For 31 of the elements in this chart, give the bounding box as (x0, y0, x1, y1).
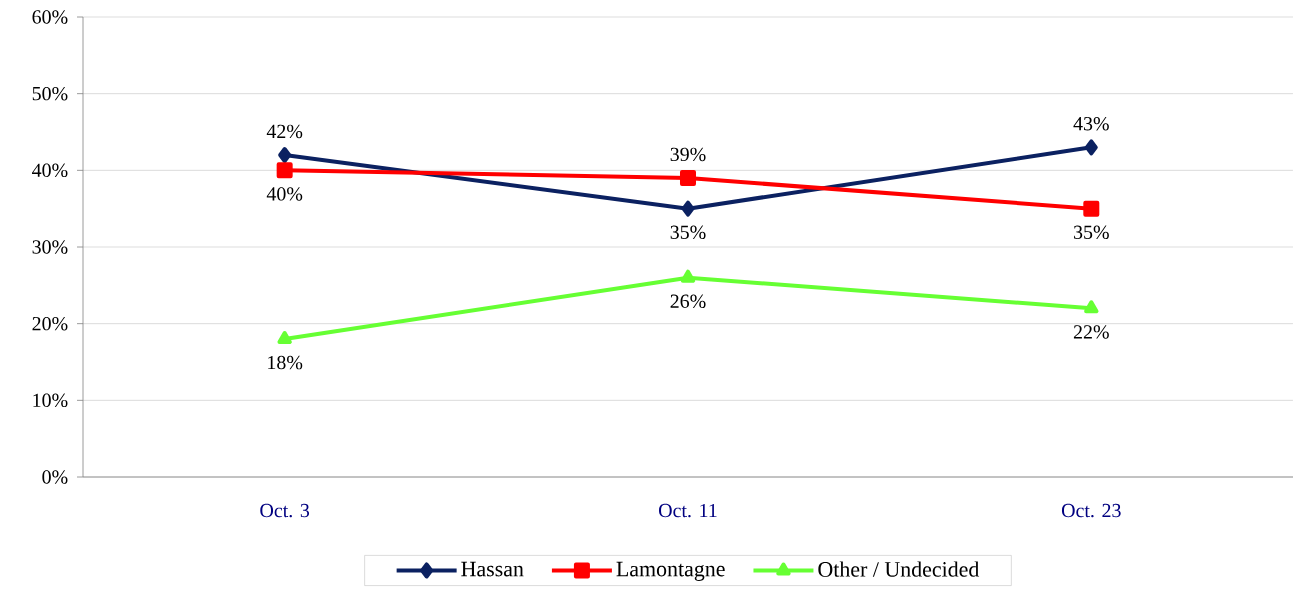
y-tick-label: 60% (32, 10, 68, 24)
y-tick-label: 50% (32, 86, 68, 101)
y-tick-label: 0% (42, 470, 68, 484)
data-label: 40% (266, 187, 303, 201)
point (276, 162, 293, 179)
data-label: 35% (670, 225, 706, 240)
data-label: 26% (670, 294, 706, 309)
y-tick-label: 40% (32, 163, 68, 178)
legend-label: Lamontagne (616, 561, 725, 581)
data-label: 18% (268, 355, 303, 370)
point (1083, 200, 1100, 217)
x-tick-label: Oct. 23 (1061, 503, 1121, 518)
point (278, 147, 292, 163)
legend-label: Hassan (461, 561, 524, 577)
data-label: 35% (1074, 225, 1109, 240)
point (1084, 300, 1099, 314)
point (681, 200, 695, 217)
y-tick-label: 30% (32, 240, 68, 254)
data-label: 42% (266, 124, 303, 139)
point (277, 331, 292, 344)
point (679, 170, 696, 186)
y-tick-label: 10% (33, 393, 68, 408)
data-label: 43% (1073, 116, 1109, 131)
point (680, 269, 696, 283)
legend-label: Other / Undecided (818, 561, 980, 577)
data-label: 22% (1073, 325, 1109, 339)
y-tick-label: 20% (32, 316, 68, 331)
x-tick-label: Oct. 3 (260, 503, 310, 518)
data-label: 39% (670, 147, 706, 162)
point (1084, 139, 1098, 156)
x-tick-label: Oct. 11 (659, 503, 717, 518)
